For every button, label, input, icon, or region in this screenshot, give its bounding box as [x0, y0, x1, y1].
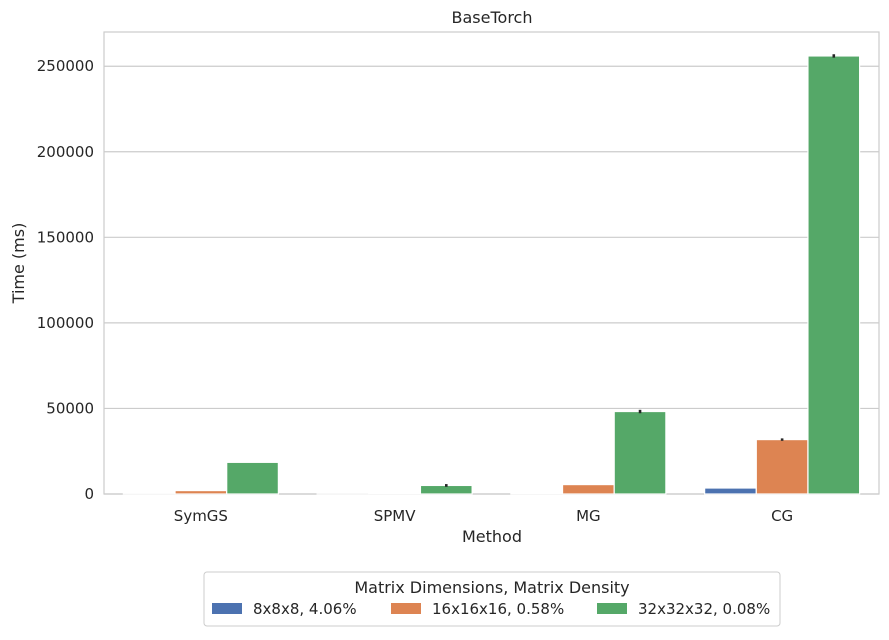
bar — [563, 485, 615, 494]
bar — [705, 488, 757, 494]
x-tick-label: CG — [771, 507, 793, 525]
bar — [511, 493, 563, 494]
bar — [614, 412, 666, 494]
y-tick-label: 150000 — [37, 228, 94, 246]
plot-area-frame — [104, 32, 879, 494]
legend-swatch — [391, 603, 421, 614]
bar — [175, 491, 227, 494]
x-tick-label: MG — [576, 507, 601, 525]
bars — [123, 56, 859, 494]
y-tick-labels: 0 50000 100000 150000 200000 250000 — [37, 57, 94, 503]
legend-swatch — [597, 603, 627, 614]
y-gridlines — [104, 66, 879, 494]
y-tick-label: 100000 — [37, 314, 94, 332]
bar — [369, 493, 421, 494]
x-axis-label: Method — [462, 527, 522, 546]
legend-swatch — [212, 603, 242, 614]
x-tick-labels: SymGS SPMV MG CG — [174, 507, 793, 525]
y-tick-label: 50000 — [46, 399, 94, 417]
chart-title: BaseTorch — [452, 8, 533, 27]
bar — [808, 56, 860, 494]
legend-label: 32x32x32, 0.08% — [638, 600, 770, 618]
bar — [756, 440, 808, 494]
y-tick-label: 250000 — [37, 57, 94, 75]
legend-title: Matrix Dimensions, Matrix Density — [354, 578, 629, 597]
x-tick-label: SymGS — [174, 507, 228, 525]
x-tick-label: SPMV — [374, 507, 417, 525]
bar — [227, 462, 279, 494]
legend-entries: 8x8x8, 4.06% 16x16x16, 0.58% 32x32x32, 0.0… — [212, 600, 770, 618]
y-axis-label: Time (ms) — [9, 223, 28, 305]
legend-label: 8x8x8, 4.06% — [253, 600, 357, 618]
legend: Matrix Dimensions, Matrix Density 8x8x8,… — [204, 572, 780, 626]
y-tick-label: 200000 — [37, 143, 94, 161]
legend-label: 16x16x16, 0.58% — [432, 600, 564, 618]
y-tick-label: 0 — [84, 485, 94, 503]
